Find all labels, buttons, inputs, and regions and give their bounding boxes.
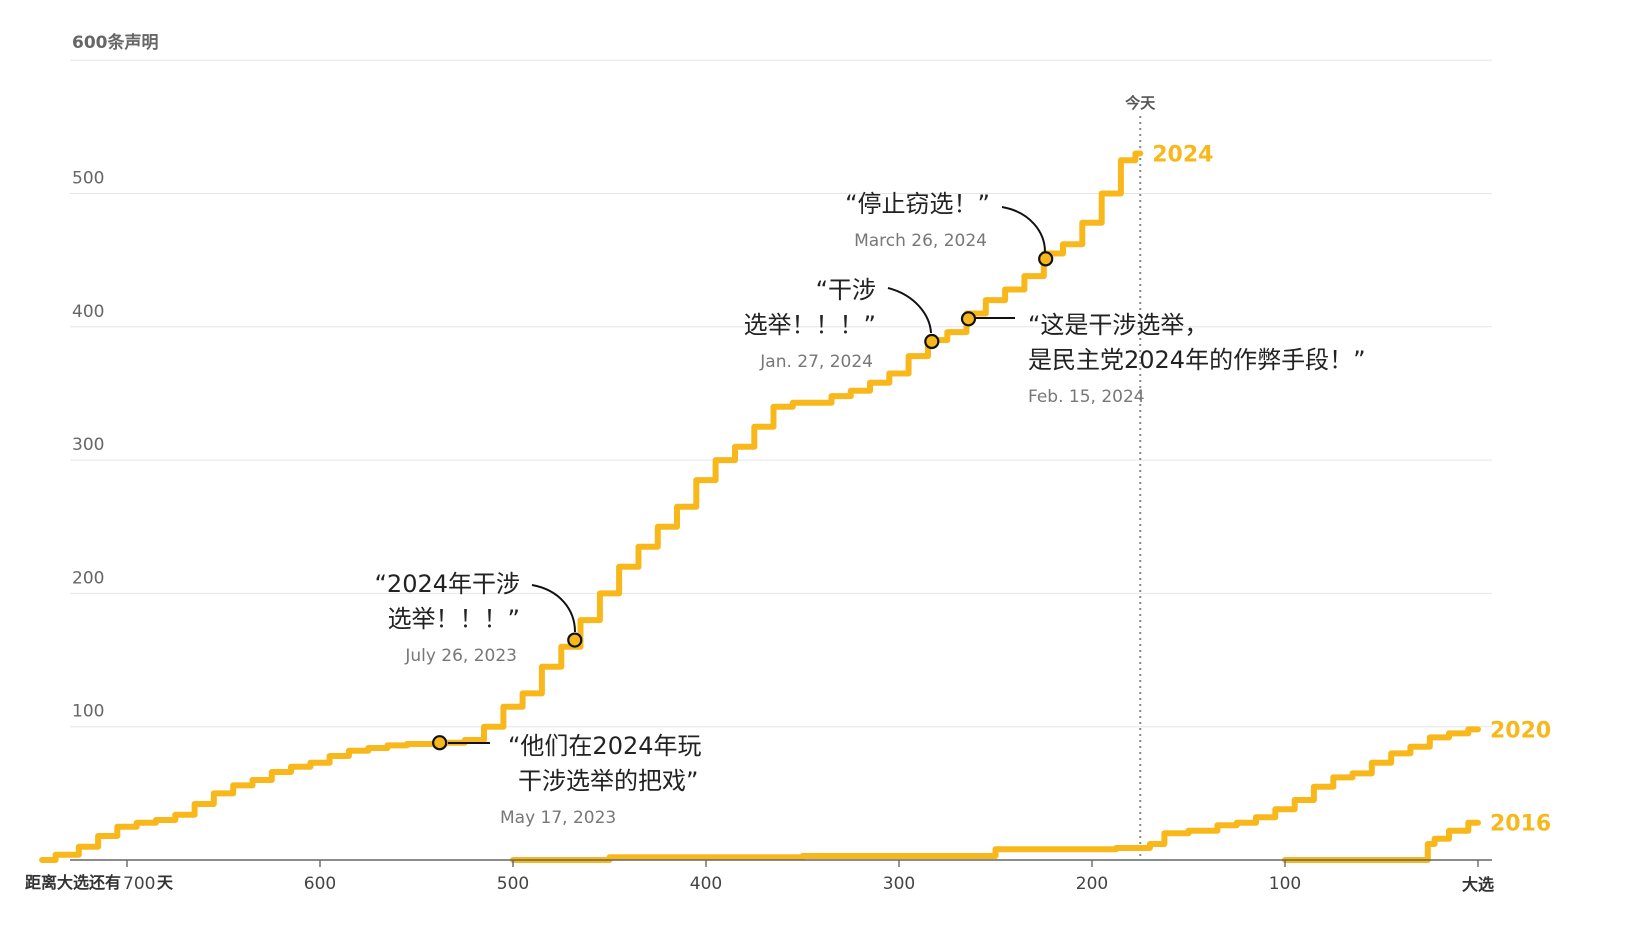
- x-tick-label-400: 400: [690, 874, 722, 894]
- x-tick-label-500: 500: [497, 874, 529, 894]
- annotation-quote-line: “2024年干涉: [374, 570, 520, 598]
- axis-layer: 距离大选还有 700 天 600 500 400 300 200 100 大选: [25, 859, 1494, 894]
- annotation-quote-line: 选举！！！”: [744, 311, 876, 339]
- annotation-marker-4: [960, 311, 977, 327]
- today-label: 今天: [1124, 94, 1156, 112]
- annotation-marker-2: [567, 632, 583, 648]
- annotation-date: March 26, 2024: [854, 231, 987, 251]
- x-end-label: 大选: [1462, 875, 1494, 894]
- x-tick-label-700: 700: [123, 874, 155, 894]
- annotation-date: Jan. 27, 2024: [759, 352, 873, 372]
- y-top-label: 600条声明: [72, 32, 159, 53]
- x-tick-label-300: 300: [883, 874, 915, 894]
- annotation-date: May 17, 2023: [500, 808, 616, 828]
- annotation-quote-line: “这是干涉选举，: [1028, 311, 1208, 339]
- annotation-4: “这是干涉选举， 是民主党2024年的作弊手段！” Feb. 15, 2024: [960, 311, 1366, 407]
- y-tick-label-400: 400: [72, 302, 104, 322]
- annotation-marker-5: [1038, 251, 1054, 267]
- annotation-5: “停止窃选！” March 26, 2024: [845, 190, 1054, 267]
- annotation-date: July 26, 2023: [404, 646, 517, 666]
- series-label-2016: 2016: [1490, 812, 1551, 837]
- annotation-quote-line: 是民主党2024年的作弊手段！”: [1028, 346, 1366, 374]
- annotation-quote-line: “干涉: [816, 276, 876, 304]
- series-label-2024: 2024: [1152, 143, 1213, 168]
- x-axis-unit: 天: [157, 873, 174, 892]
- x-tick-label-600: 600: [304, 874, 336, 894]
- y-tick-label-200: 200: [72, 568, 104, 588]
- annotation-3: “干涉选举！！！” Jan. 27, 2024: [744, 276, 940, 372]
- annotation-leader-2: [531, 584, 576, 633]
- series-label-2020: 2020: [1490, 718, 1551, 743]
- annotation-quote-line: 选举！！！”: [388, 605, 520, 633]
- annotation-leader-3: [887, 287, 932, 334]
- grid-layer: 100 200 300 400 500 600条声明: [70, 32, 1492, 728]
- x-axis-label: 距离大选还有: [25, 873, 121, 892]
- annotation-marker-1: [432, 735, 448, 751]
- annotation-marker-3: [924, 333, 940, 350]
- annotation-quote-line: 干涉选举的把戏”: [518, 767, 698, 795]
- series-layer: 2024 2020 2016: [39, 143, 1551, 863]
- annotation-leader-5: [1001, 206, 1046, 253]
- x-tick-label-200: 200: [1076, 874, 1108, 894]
- y-tick-label-300: 300: [72, 435, 104, 455]
- today-layer: 今天: [1124, 94, 1156, 860]
- annotation-quote-line: “停止窃选！”: [845, 190, 990, 218]
- annotation-date: Feb. 15, 2024: [1028, 387, 1145, 407]
- y-tick-label-500: 500: [72, 169, 104, 189]
- x-tick-label-100: 100: [1269, 874, 1301, 894]
- y-tick-label-100: 100: [72, 702, 104, 722]
- series-line-2016: [1282, 819, 1481, 863]
- annotation-quote-line: “他们在2024年玩: [508, 732, 702, 760]
- series-line-2020: [510, 726, 1481, 863]
